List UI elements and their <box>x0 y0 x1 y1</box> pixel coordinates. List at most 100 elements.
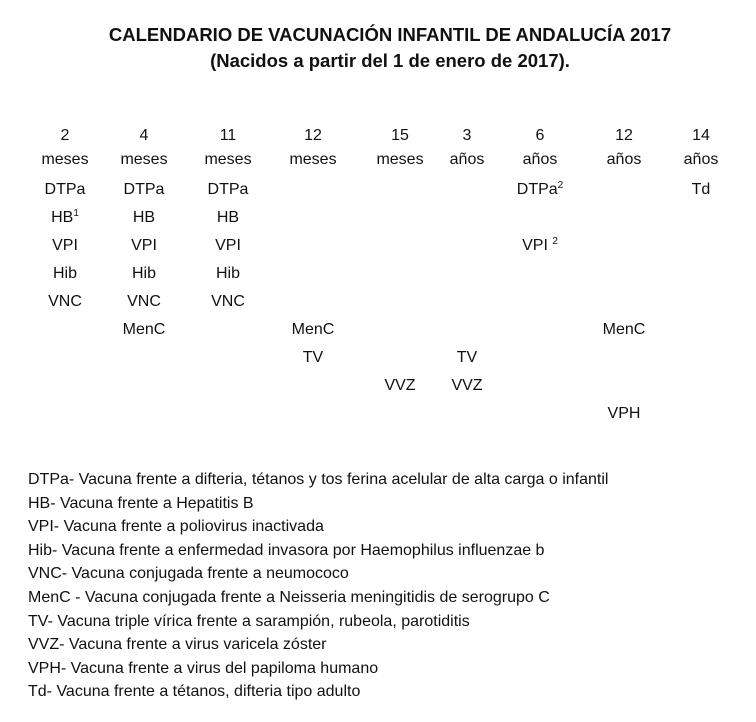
vaccine-cell <box>584 204 664 232</box>
column-unit: meses <box>120 151 168 168</box>
document-title: CALENDARIO DE VACUNACIÓN INFANTIL DE AND… <box>108 24 672 45</box>
vaccine-cell <box>584 260 664 288</box>
vaccine-cell <box>104 372 184 400</box>
vaccine-cell <box>104 344 184 372</box>
vaccine-cell: VNC <box>211 293 245 310</box>
vaccine-cell <box>661 232 741 260</box>
legend-item: DTPa- Vacuna frente a difteria, tétanos … <box>28 471 609 488</box>
vaccine-cell <box>188 372 268 400</box>
vaccine-cell <box>188 316 268 344</box>
vaccine-cell <box>661 204 741 232</box>
column-age: 12 <box>304 127 322 144</box>
vaccine-cell: VPI 2 <box>522 236 558 255</box>
vaccine-cell: HB <box>132 209 156 226</box>
vaccine-cell <box>661 260 741 288</box>
vaccine-cell: VNC <box>127 293 161 310</box>
column-unit: años <box>606 151 642 168</box>
vaccine-cell <box>188 344 268 372</box>
vaccine-cell <box>427 260 507 288</box>
vaccine-cell <box>500 260 580 288</box>
vaccine-cell <box>661 316 741 344</box>
vaccine-cell: HB1 <box>51 208 79 227</box>
vaccine-cell: DTPa <box>123 181 165 198</box>
vaccine-cell: MenC <box>291 321 335 338</box>
vaccine-cell: TV <box>302 349 324 366</box>
vaccine-cell <box>427 176 507 204</box>
legend-item: VPH- Vacuna frente a virus del papiloma … <box>28 659 379 677</box>
column-unit: meses <box>41 151 89 168</box>
legend-item: TV- Vacuna triple vírica frente a saramp… <box>28 612 470 630</box>
vaccine-cell: DTPa2 <box>516 180 564 199</box>
column-age: 11 <box>219 127 237 144</box>
vaccine-cell: VPI <box>52 237 78 254</box>
vaccine-cell: Hib <box>215 265 240 282</box>
legend-item: Hib- Vacuna frente a enfermedad invasora… <box>28 541 545 559</box>
vaccine-cell <box>273 204 353 232</box>
column-unit: meses <box>376 151 424 168</box>
vaccine-cell: VVZ <box>451 377 483 394</box>
column-age: 2 <box>60 127 70 144</box>
legend-item: MenC - Vacuna conjugada frente a Neisser… <box>28 588 550 606</box>
vaccine-cell <box>104 400 184 428</box>
vaccine-cell <box>661 400 741 428</box>
schedule-column: 6 años DTPa2 VPI 2 <box>500 124 580 428</box>
column-age: 15 <box>391 127 409 144</box>
vaccine-cell <box>25 316 105 344</box>
schedule-column: 12 años MenC VPH <box>584 124 664 428</box>
footnote-marker: 2 <box>552 236 558 247</box>
vaccine-cell <box>273 176 353 204</box>
vaccine-cell <box>427 400 507 428</box>
column-unit: años <box>683 151 719 168</box>
vaccine-cell: VPI <box>215 237 241 254</box>
vaccine-cell <box>273 232 353 260</box>
schedule-column: 14 años Td <box>661 124 741 428</box>
column-age: 4 <box>139 127 149 144</box>
footnote-marker: 1 <box>73 208 79 219</box>
vaccine-cell <box>273 288 353 316</box>
vaccine-cell <box>584 288 664 316</box>
vaccine-cell: TV <box>456 349 478 366</box>
vaccine-cell <box>25 344 105 372</box>
column-unit: meses <box>289 151 337 168</box>
vaccine-cell <box>661 372 741 400</box>
vaccine-cell <box>188 400 268 428</box>
vaccine-cell: Td <box>691 181 711 198</box>
vaccine-cell: VVZ <box>384 377 416 394</box>
vaccine-cell <box>500 204 580 232</box>
column-unit: meses <box>204 151 252 168</box>
schedule-column: 2 meses DTPa HB1 VPI Hib VNC <box>25 124 105 428</box>
vaccine-cell <box>584 176 664 204</box>
vaccine-cell: Hib <box>52 265 77 282</box>
column-age: 6 <box>535 127 545 144</box>
column-age: 12 <box>615 127 633 144</box>
vaccine-cell <box>427 316 507 344</box>
legend-item: VNC- Vacuna conjugada frente a neumococo <box>28 565 349 583</box>
schedule-column: 11 meses DTPa HB VPI Hib VNC <box>188 124 268 428</box>
vaccine-cell: Hib <box>131 265 156 282</box>
schedule-column: 15 meses VVZ <box>360 124 440 428</box>
vaccine-cell <box>584 372 664 400</box>
vaccine-cell: DTPa <box>207 181 249 198</box>
vaccine-cell <box>273 372 353 400</box>
vaccine-cell: VPI <box>131 237 157 254</box>
document-subtitle: (Nacidos a partir del 1 de enero de 2017… <box>210 50 570 71</box>
vaccine-cell <box>427 232 507 260</box>
legend-item: VVZ- Vacuna frente a virus varicela zóst… <box>28 636 327 654</box>
vaccine-cell <box>273 260 353 288</box>
vaccine-cell <box>661 344 741 372</box>
vaccine-cell: VPH <box>607 405 641 422</box>
vaccine-cell <box>500 344 580 372</box>
column-age: 14 <box>692 127 710 144</box>
vaccine-cell: MenC <box>602 321 646 338</box>
vaccine-cell: VNC <box>48 293 82 310</box>
column-unit: años <box>522 151 558 168</box>
vaccine-cell: HB <box>216 209 240 226</box>
legend-item: VPI- Vacuna frente a poliovirus inactiva… <box>28 518 324 536</box>
schedule-column: 4 meses DTPa HB VPI Hib VNC MenC <box>104 124 184 428</box>
column-age: 3 <box>462 127 472 144</box>
column-unit: años <box>449 151 485 168</box>
vaccine-cell <box>25 372 105 400</box>
footnote-marker: 2 <box>557 180 564 191</box>
vaccine-cell: DTPa <box>44 181 86 198</box>
vaccine-cell <box>500 400 580 428</box>
